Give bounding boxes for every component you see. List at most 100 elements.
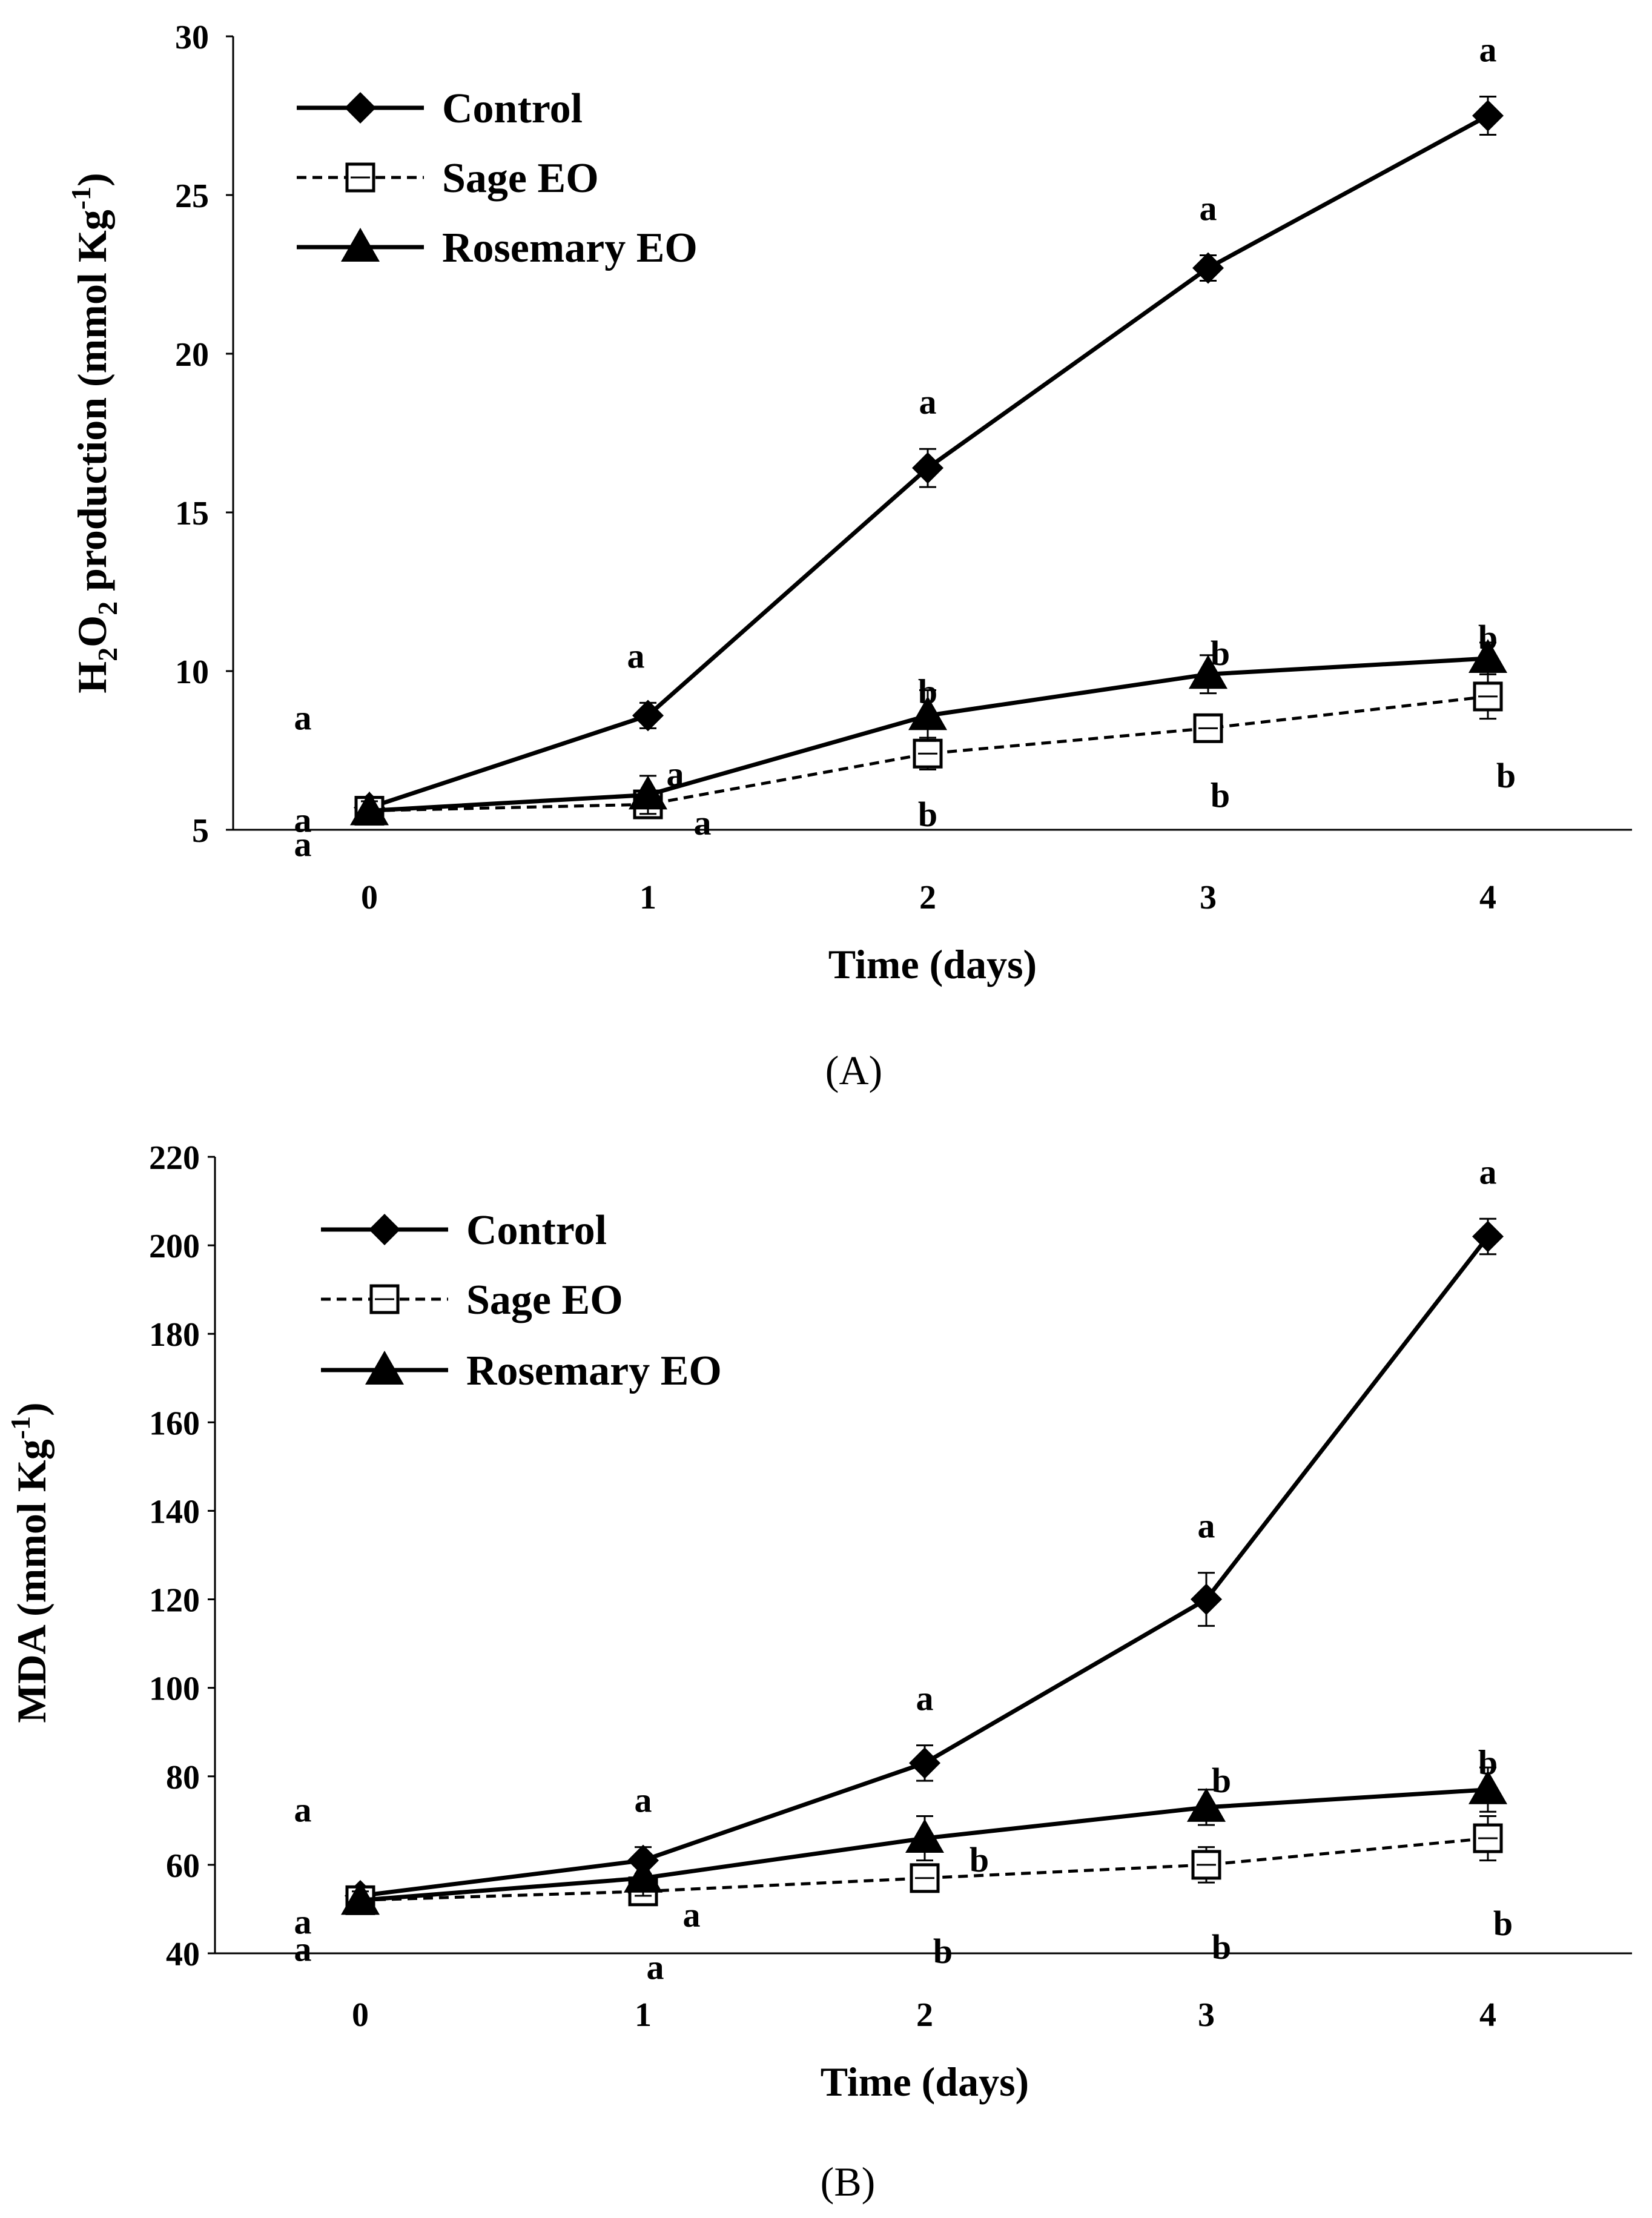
panel-a-x-tick-label: 4 [1479, 879, 1496, 916]
panel-a-significance-letter: a [667, 754, 684, 793]
panel-a-legend-label: Control [442, 85, 583, 132]
panel-b-y-tick-label: 60 [166, 1847, 200, 1885]
panel-a-x-tick-label: 2 [919, 879, 936, 916]
panel-a-y-tick-label: 10 [175, 654, 209, 691]
panel-a-x-axis-title: Time (days) [828, 941, 1037, 987]
panel-b-y-tick-label: 220 [149, 1139, 200, 1177]
panel-a-y-axis-title-rest: production (mmol Kg [69, 210, 115, 601]
panel-b-y-axis-title-end: ) [8, 1402, 55, 1416]
panel-a-significance-letter: a [294, 825, 312, 864]
panel-a-significance-letter: b [1496, 756, 1516, 795]
panel-a-significance-letter: a [919, 382, 937, 422]
panel-b-data-point [1472, 1220, 1504, 1253]
panel-a-data-point [913, 738, 943, 769]
panel-b-y-axis-title-sup: -1 [5, 1416, 36, 1439]
panel-a-significance-letter: b [918, 795, 937, 834]
panel-b-data-point [1191, 1850, 1221, 1880]
panel-b-significance-letter: b [970, 1840, 989, 1879]
panel-a-legend-marker [341, 228, 380, 262]
panel-b-significance-letter: a [1198, 1506, 1215, 1546]
panel-b-data-point [909, 1747, 940, 1779]
panel-a-data-point [632, 700, 664, 732]
panel-a-significance-letter: a [294, 801, 312, 840]
panel-b-legend-label: Rosemary EO [466, 1348, 722, 1394]
panel-a-y-axis-title-sup: -1 [65, 187, 96, 210]
panel-a-label: (A) [825, 1047, 882, 1093]
panel-a-significance-letter: b [1478, 618, 1498, 657]
panel-b-y-tick-label: 180 [149, 1316, 200, 1354]
panel-b-significance-letter: a [1479, 1152, 1497, 1191]
panel-b-label: (B) [821, 2159, 876, 2205]
panel-a-legend-marker [345, 162, 375, 193]
panel-a-significance-letter: a [294, 698, 312, 738]
panel-b-legend-marker [369, 1214, 400, 1245]
panel-b-significance-letter: b [1493, 1904, 1513, 1943]
panel-a-y-axis-title-mid: O [69, 615, 115, 647]
panel-b-legend-marker [369, 1284, 400, 1314]
panel-b-significance-letter: a [635, 1781, 652, 1820]
panel-b-x-tick-label: 0 [352, 1996, 369, 2034]
panel-a-y-tick-label: 25 [175, 177, 209, 215]
panel-b-x-tick-label: 1 [635, 1996, 652, 2034]
panel-b-y-axis-title-main: MDA (mmol Kg [8, 1439, 55, 1723]
panel-b-data-point [1469, 1770, 1507, 1804]
panel-b-y-tick-label: 200 [149, 1228, 200, 1265]
panel-b-data-point [905, 1819, 944, 1853]
panel-a-series-line [369, 695, 1488, 813]
panel-a-significance-letter: a [627, 636, 645, 675]
panel-b-significance-letter: b [1212, 1927, 1231, 1967]
panel-a-x-tick-label: 0 [361, 879, 378, 916]
panel-a-legend: Control Sage EO Rosemary EO [297, 85, 698, 271]
panel-a-significance-letter: a [694, 803, 712, 843]
panel-b-significance-letter: a [294, 1929, 312, 1968]
panel-b-data-point [624, 1858, 662, 1893]
panel-b-x-axis-title: Time (days) [821, 2059, 1029, 2105]
panel-a-y-tick-label: 15 [175, 495, 209, 532]
chart-panel-b: 40 60 80 100 120 140 160 180 200 220 0 1 2 3 4 Time (da… [5, 1139, 1632, 2205]
panel-b-x-tick-label: 4 [1479, 1996, 1496, 2034]
panel-b-significance-letter: b [1478, 1743, 1498, 1783]
panel-a-data-point [350, 791, 389, 826]
panel-a-legend-marker [345, 92, 376, 124]
panel-b-data-point [1187, 1787, 1226, 1822]
panel-b-data-point [341, 1881, 380, 1915]
panel-a-data-point [912, 452, 943, 484]
panel-b-legend-label: Sage EO [466, 1277, 623, 1323]
panel-b-y-tick-label: 140 [149, 1493, 200, 1531]
panel-b-y-tick-label: 40 [166, 1936, 200, 1973]
panel-a-data-point [1193, 713, 1223, 743]
panel-b-significance-letter: b [933, 1932, 953, 1971]
panel-a-data-point [1192, 252, 1224, 284]
panel-b-legend: Control Sage EO Rosemary EO [321, 1207, 722, 1394]
panel-b-y-tick-label: 120 [149, 1582, 200, 1620]
panel-a-legend-label: Sage EO [442, 155, 599, 202]
panel-b-y-tick-label: 160 [149, 1405, 200, 1442]
panel-a-data-point [1473, 681, 1503, 712]
panel-a-significance-letter: b [1211, 775, 1230, 815]
panel-a-y-tick-label: 5 [192, 812, 209, 850]
panel-a-x-tick-label: 3 [1200, 879, 1217, 916]
panel-b-significance-letter: a [294, 1790, 312, 1829]
panel-a-y-axis-title-end: ) [69, 173, 115, 187]
panel-a-significance-letter: a [1479, 30, 1497, 70]
panel-a-y-axis-title-sub1: 2 [92, 647, 123, 661]
panel-b-series-rosemary-eo: a a b b b [294, 1743, 1507, 1968]
panel-b-significance-letter: a [916, 1679, 934, 1718]
panel-a-data-point [1472, 100, 1504, 131]
panel-b-significance-letter: b [1212, 1761, 1231, 1800]
panel-a-y-axis-title-sub2: 2 [92, 601, 123, 615]
panel-b-legend-marker [365, 1351, 404, 1385]
panel-b-y-axis-title: MDA (mmol Kg-1) [5, 1402, 55, 1723]
panel-b-data-point [1191, 1583, 1222, 1615]
panel-b-significance-letter: a [683, 1895, 701, 1935]
panel-b-y-tick-label: 100 [149, 1670, 200, 1708]
panel-b-series-line [360, 1235, 1490, 1898]
panel-a-y-axis-title-main: H [69, 661, 115, 694]
panel-b-x-tick-label: 2 [916, 1996, 933, 2034]
panel-a-data-point [1469, 639, 1507, 674]
panel-a-y-axis-title: H2O2 production (mmol Kg-1) [65, 173, 123, 693]
panel-a-series-control: a a a a a [294, 30, 1504, 824]
